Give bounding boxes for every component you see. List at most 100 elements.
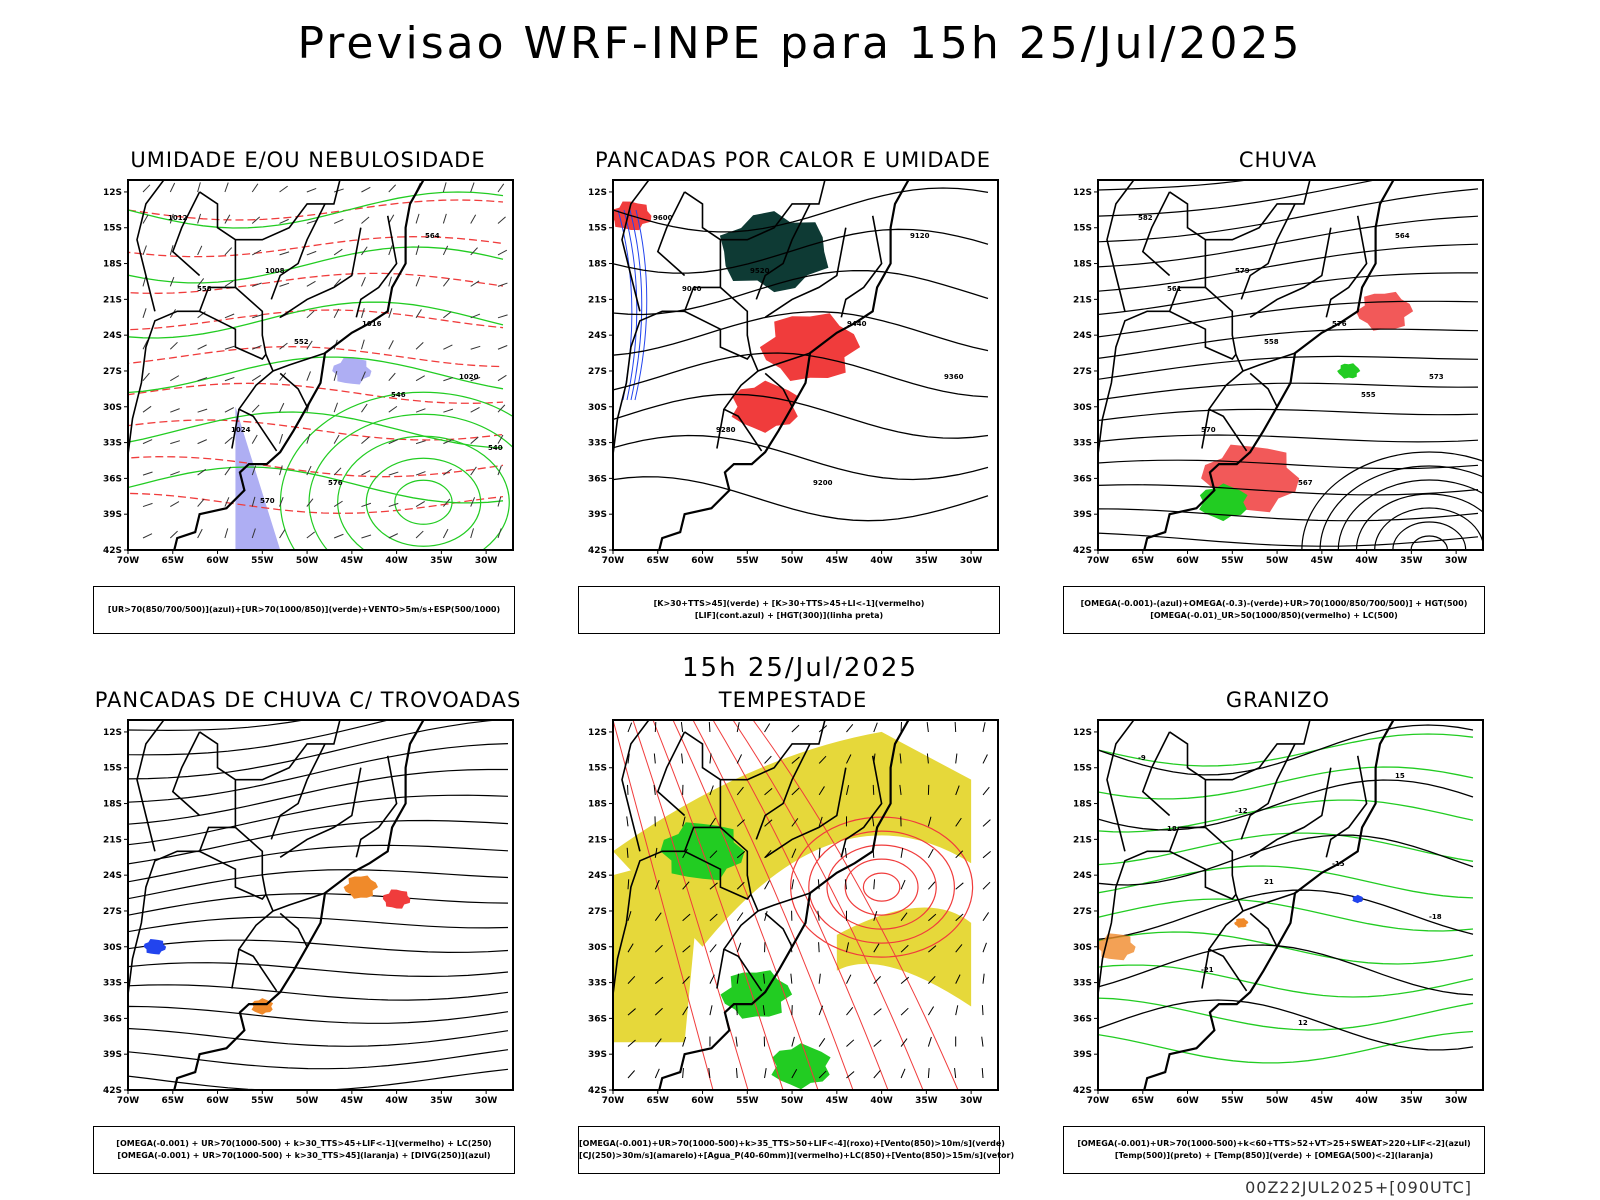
precip-fill	[1337, 363, 1361, 379]
wind-vector	[844, 847, 847, 858]
precip-fill	[1355, 291, 1414, 331]
lat-tick-label: 18S	[103, 260, 122, 270]
contour-label: 1020	[459, 373, 479, 381]
lat-tick-label: 18S	[1073, 260, 1092, 270]
isobar-ring	[1410, 535, 1449, 550]
isobar-ring	[394, 479, 453, 525]
lat-tick-label: 42S	[103, 546, 122, 556]
isobar-ring	[1392, 521, 1467, 550]
coastline	[1143, 720, 1395, 1090]
streamline	[128, 892, 509, 916]
lat-tick-label: 30S	[1073, 403, 1092, 413]
contour-line	[613, 352, 989, 398]
lon-tick-label: 60W	[1176, 1096, 1199, 1106]
wind-vector	[470, 407, 480, 413]
wind-vector	[224, 345, 235, 350]
wind-vector	[955, 785, 960, 796]
wind-vector	[306, 280, 316, 287]
wind-vector	[791, 818, 799, 827]
wind-vector	[170, 501, 180, 507]
wind-vector	[251, 404, 260, 413]
wind-vector	[926, 753, 929, 764]
isobar-ring	[1374, 507, 1483, 550]
wind-vector	[654, 976, 664, 985]
contour-label: 582	[1138, 214, 1153, 222]
wind-vector	[736, 942, 742, 953]
lat-tick-label: 33S	[103, 439, 122, 449]
wind-vector	[982, 722, 986, 733]
lat-tick-label: 24S	[1073, 871, 1092, 881]
lat-tick-label: 39S	[103, 1050, 122, 1060]
wind-vector	[762, 1005, 766, 1016]
wind-vector	[818, 786, 825, 796]
footer-run-info: 00Z22JUL2025+[090UTC]	[1245, 1178, 1472, 1197]
streamline	[712, 720, 889, 1090]
lat-tick-label: 12S	[588, 188, 607, 198]
lat-tick-label: 15S	[103, 764, 122, 774]
streamline	[128, 1049, 509, 1070]
wind-vector	[470, 214, 477, 224]
wind-vector	[224, 182, 229, 193]
lat-tick-label: 12S	[1073, 188, 1092, 198]
wind-vector	[169, 245, 174, 256]
wind-vector	[900, 879, 906, 890]
streamline	[1098, 408, 1479, 424]
streamline	[1098, 532, 1479, 547]
border-line	[1098, 310, 1170, 455]
border-line	[757, 352, 811, 372]
wind-vector	[443, 377, 454, 382]
wind-vector	[169, 530, 178, 539]
wind-vector	[627, 1008, 636, 1016]
lat-tick-label: 27S	[1073, 367, 1092, 377]
border-line	[764, 227, 847, 318]
border-line	[198, 286, 267, 360]
streamline	[128, 794, 509, 846]
wind-vector	[682, 816, 686, 827]
wind-vector	[279, 433, 283, 444]
lon-tick-label: 65W	[647, 1096, 670, 1106]
wind-vector	[844, 879, 847, 890]
map-umidade: 1012 1008 1016 1020 1024 576 564 558 552 546 540 57…	[103, 179, 514, 566]
wind-vector	[927, 1036, 932, 1047]
wind-vector	[682, 1036, 687, 1047]
wind-vector	[791, 787, 800, 796]
panel-title: PANCADAS POR CALOR E UMIDADE	[594, 148, 992, 172]
wind-vector	[654, 847, 658, 858]
wind-vector	[764, 819, 773, 827]
lat-tick-label: 27S	[588, 367, 607, 377]
lat-tick-label: 27S	[1073, 907, 1092, 917]
wind-vector	[279, 465, 283, 476]
border-line	[1249, 372, 1278, 408]
contour-label: 9200	[813, 479, 833, 487]
wind-vector	[142, 439, 153, 445]
contour-label: 561	[1167, 285, 1182, 293]
streamline	[1098, 434, 1479, 447]
wind-vector	[709, 850, 718, 859]
border-line	[764, 767, 847, 858]
wind-vector	[142, 502, 153, 508]
lat-tick-label: 36S	[588, 1014, 607, 1024]
contour-label: 1008	[265, 267, 285, 275]
contour-line	[1098, 779, 1474, 831]
wind-vector	[928, 975, 936, 984]
wind-vector	[197, 245, 203, 256]
lat-tick-label: 21S	[103, 835, 122, 845]
isobar-ring	[1301, 451, 1483, 550]
lat-tick-label: 33S	[1073, 979, 1092, 989]
wind-vector	[709, 974, 715, 984]
streamline	[1098, 243, 1479, 292]
wind-vector	[791, 756, 800, 764]
wind-vector	[388, 340, 394, 350]
streamline	[128, 720, 503, 780]
border-line	[684, 731, 722, 828]
lat-tick-label: 18S	[103, 800, 122, 810]
lat-tick-label: 33S	[588, 979, 607, 989]
wind-vector	[251, 496, 256, 507]
wind-vector	[279, 218, 289, 224]
border-line	[1249, 227, 1332, 318]
border-line	[840, 755, 883, 858]
lat-tick-label: 15S	[103, 224, 122, 234]
contour-label: 558	[1264, 338, 1279, 346]
lon-tick-label: 35W	[1400, 1096, 1423, 1106]
map-layers	[613, 720, 991, 1090]
